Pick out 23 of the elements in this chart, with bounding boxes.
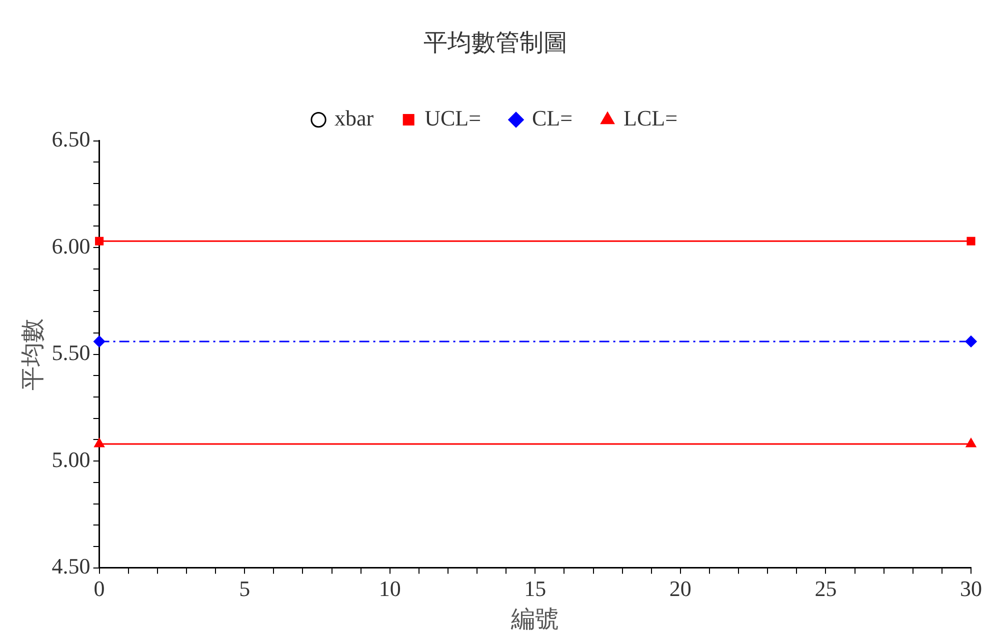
y-tick-label: 4.50 [52, 554, 90, 579]
point [95, 236, 104, 246]
x-tick-label: 0 [94, 576, 105, 601]
chart-title: 平均數管制圖 [424, 30, 568, 57]
legend-label: LCL= [624, 106, 678, 131]
point [966, 236, 976, 246]
y-tick-label: 6.50 [52, 126, 90, 152]
x-tick-label: 15 [524, 576, 546, 601]
legend-label: UCL= [424, 106, 482, 131]
x-tick-label: 5 [239, 576, 250, 601]
point [94, 336, 106, 348]
x-tick-label: 30 [960, 576, 982, 601]
x-axis-title: 編號 [510, 606, 560, 633]
y-tick-label: 5.00 [52, 446, 90, 472]
y-axis-title: 平均數 [20, 318, 47, 390]
y-tick-label: 6.00 [52, 233, 90, 258]
x-tick-label: 25 [814, 576, 837, 601]
point [965, 336, 977, 348]
legend-label: xbar [334, 106, 374, 131]
y-tick-label: 5.50 [52, 340, 90, 366]
x-tick-label: 10 [378, 576, 401, 601]
legend-label: CL= [532, 106, 573, 131]
x-tick-label: 20 [669, 576, 692, 601]
